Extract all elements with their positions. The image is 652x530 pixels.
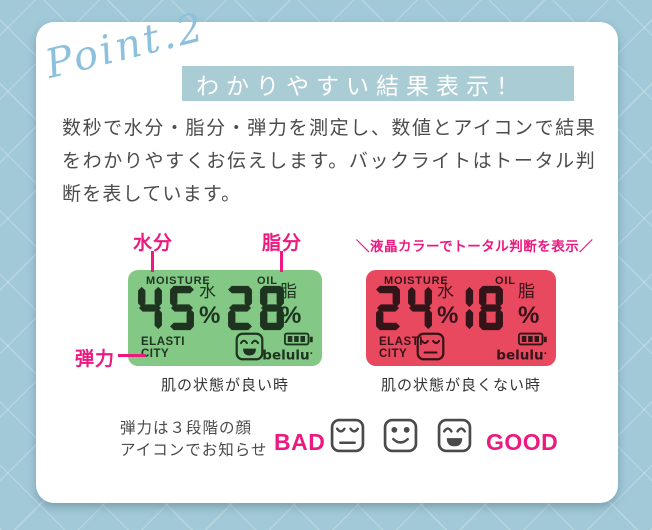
- moisture-unit-group: 水 %: [437, 283, 458, 328]
- good-label: GOOD: [486, 429, 559, 455]
- battery-icon: [284, 332, 313, 346]
- happy-face-icon: [437, 418, 472, 453]
- oil-percent-sign: %: [280, 302, 302, 329]
- section-title: わかりやすい結果表示！: [196, 73, 526, 99]
- battery-icon: [518, 332, 547, 346]
- oil-label: OIL: [257, 275, 278, 287]
- lcd-display-bad: MOISTURE OIL 水 % 脂 % ELASTI CITY: [366, 270, 556, 366]
- sad-face-icon: [416, 332, 445, 361]
- brand-logo: belulu.: [496, 347, 547, 364]
- moisture-value-digits: [373, 285, 435, 331]
- legend-note-line1: 弾力は３段階の顔: [120, 420, 253, 437]
- caption-good-skin: 肌の状態が良い時: [160, 377, 289, 394]
- legend-note-line2: アイコンでお知らせ: [120, 442, 268, 459]
- lcd-display-good: MOISTURE OIL 水 % 脂 % ELASTI CITY: [128, 270, 322, 366]
- lcd-status-group: belulu.: [262, 332, 313, 363]
- description-text: 数秒で水分・脂分・弾力を測定し、数値とアイコンで結果をわかりやすくお伝えします。…: [62, 118, 596, 205]
- oil-kanji: 脂: [280, 282, 297, 301]
- oil-annotation-label: 脂分: [262, 233, 303, 254]
- happy-face-icon: [235, 332, 264, 361]
- section-title-banner: わかりやすい結果表示！: [182, 66, 574, 101]
- lcd-color-note: ＼液晶カラーでトータル判断を表示／: [356, 239, 594, 254]
- moisture-kanji: 水: [437, 282, 454, 301]
- bad-label: BAD: [274, 429, 326, 455]
- moisture-annotation-label: 水分: [133, 233, 174, 254]
- oil-unit-group: 脂 %: [518, 283, 539, 328]
- elasticity-annotation-label: 弾力: [75, 349, 116, 370]
- moisture-percent-sign: %: [199, 302, 221, 329]
- moisture-kanji: 水: [199, 282, 216, 301]
- elasticity-label: ELASTI CITY: [379, 336, 423, 360]
- oil-unit-group: 脂 %: [280, 283, 301, 328]
- oil-value-digits: [463, 285, 506, 331]
- moisture-percent-sign: %: [437, 302, 459, 329]
- moisture-unit-group: 水 %: [199, 283, 220, 328]
- brand-logo: belulu.: [262, 347, 313, 364]
- sad-face-icon: [330, 418, 365, 453]
- oil-value-digits: [225, 285, 287, 331]
- oil-annotation-line: [280, 251, 283, 272]
- moisture-label: MOISTURE: [384, 275, 449, 287]
- legend-note: 弾力は３段階の顔 アイコンでお知らせ: [120, 418, 267, 462]
- oil-kanji: 脂: [518, 282, 535, 301]
- elasticity-annotation-line: [118, 354, 146, 357]
- lcd-status-group: belulu.: [496, 332, 547, 363]
- moisture-value-digits: [135, 285, 197, 331]
- caption-bad-skin: 肌の状態が良くない時: [380, 377, 541, 394]
- elasticity-label: ELASTI CITY: [141, 336, 185, 360]
- moisture-label: MOISTURE: [146, 275, 211, 287]
- oil-percent-sign: %: [518, 302, 540, 329]
- oil-label: OIL: [495, 275, 516, 287]
- moisture-annotation-line: [151, 251, 154, 272]
- content-card: Point.2 わかりやすい結果表示！ 数秒で水分・脂分・弾力を測定し、数値とア…: [36, 4, 618, 503]
- neutral-face-icon: [383, 418, 418, 453]
